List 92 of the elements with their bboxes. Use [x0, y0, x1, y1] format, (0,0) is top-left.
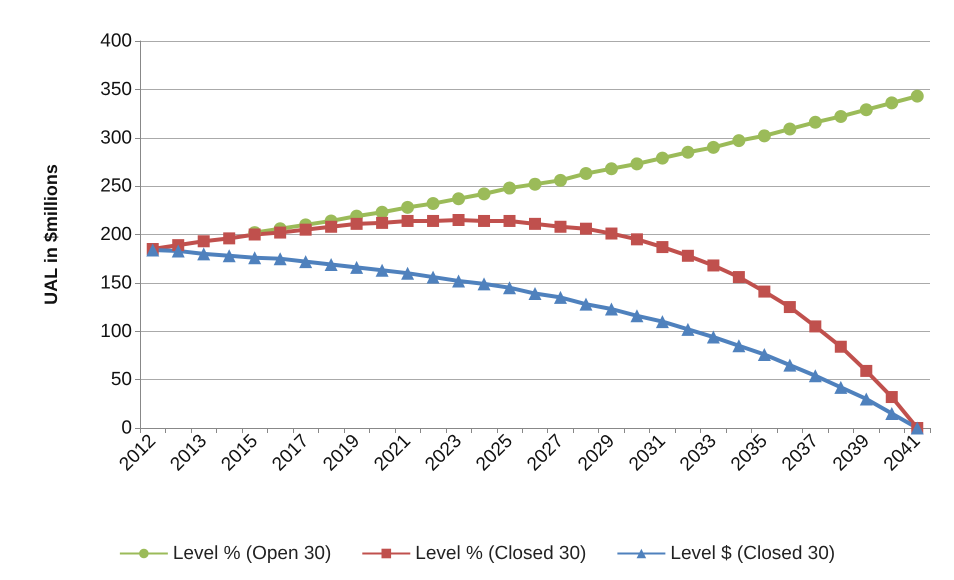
point [452, 214, 465, 226]
point [860, 392, 873, 406]
point [809, 320, 822, 332]
point [503, 281, 516, 294]
point [325, 220, 338, 233]
point [504, 214, 516, 227]
point [681, 322, 694, 336]
point [604, 162, 618, 176]
y-tick-label: 350 [100, 78, 132, 100]
point [706, 140, 720, 154]
point [452, 192, 466, 206]
point [860, 103, 873, 116]
point [834, 340, 847, 353]
point [402, 214, 414, 227]
point [478, 187, 491, 200]
point [350, 218, 363, 230]
point [783, 122, 796, 136]
y-tick-label: 200 [100, 224, 132, 245]
point [223, 232, 236, 244]
point [682, 250, 694, 262]
point [885, 406, 898, 420]
point [758, 348, 771, 361]
point [300, 224, 312, 236]
point [834, 380, 848, 394]
point [579, 167, 592, 180]
legend-label: Level % (Open 30) [172, 543, 332, 564]
point [426, 197, 440, 210]
y-tick-label: 400 [100, 30, 132, 52]
point [656, 152, 669, 165]
point [350, 260, 364, 274]
point [427, 214, 440, 227]
point [376, 216, 388, 229]
point [222, 249, 236, 262]
point [706, 330, 720, 344]
point [248, 228, 261, 240]
point [426, 270, 440, 284]
point [605, 228, 618, 240]
point [401, 266, 414, 280]
point [528, 287, 542, 300]
point [783, 358, 796, 372]
point [554, 220, 566, 233]
point [707, 259, 720, 272]
point [324, 258, 338, 271]
point [886, 391, 898, 404]
point [376, 206, 389, 219]
y-tick-label: 250 [100, 176, 132, 197]
y-tick-label: 0 [121, 418, 132, 438]
y-tick-label: 50 [110, 369, 132, 390]
point [554, 174, 567, 187]
legend-label: Level % (Closed 30) [415, 543, 586, 564]
point [732, 271, 745, 284]
y-axis-title: UAL in $millions [41, 164, 61, 305]
point [478, 277, 491, 290]
point [630, 233, 643, 246]
point [376, 264, 389, 277]
point [478, 214, 490, 227]
legend-label: Level $ (Closed 30) [670, 543, 836, 564]
point [656, 241, 668, 254]
point [656, 315, 669, 328]
point [503, 182, 516, 195]
point [401, 200, 414, 214]
point [808, 116, 822, 129]
point [834, 110, 848, 123]
point [885, 96, 898, 110]
point [172, 244, 185, 258]
point [528, 178, 542, 191]
point [758, 129, 771, 142]
y-tick-label: 150 [100, 272, 132, 294]
y-tick-label: 100 [100, 320, 132, 342]
point [630, 157, 644, 170]
point [758, 286, 770, 298]
point [529, 218, 541, 230]
point [198, 235, 210, 248]
point [732, 339, 746, 352]
point [732, 134, 746, 148]
point [299, 255, 312, 268]
point [630, 309, 644, 322]
point [784, 301, 796, 314]
point [197, 247, 210, 260]
point [604, 302, 618, 316]
point [580, 222, 592, 235]
point [910, 90, 924, 103]
point [274, 252, 287, 266]
point [554, 290, 567, 304]
point [681, 146, 694, 159]
point [808, 369, 822, 382]
point [452, 274, 466, 288]
y-tick-label: 300 [100, 127, 132, 148]
point [274, 226, 286, 239]
point [860, 364, 872, 377]
point [248, 251, 262, 264]
point [579, 298, 592, 311]
